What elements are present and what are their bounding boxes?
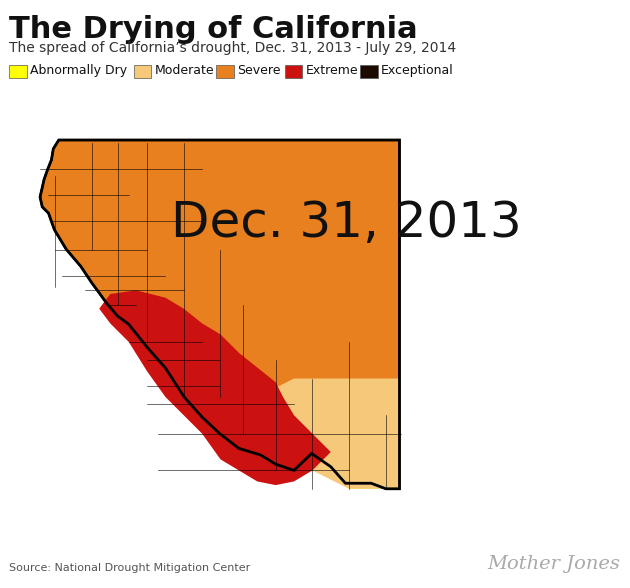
Text: The spread of California’s drought, Dec. 31, 2013 - July 29, 2014: The spread of California’s drought, Dec.…: [9, 41, 457, 55]
Text: Severe: Severe: [237, 64, 280, 77]
Text: Source: National Drought Mitigation Center: Source: National Drought Mitigation Cent…: [9, 563, 251, 573]
Polygon shape: [309, 415, 399, 489]
Text: Mother Jones: Mother Jones: [488, 555, 621, 573]
Polygon shape: [40, 140, 399, 489]
Polygon shape: [99, 290, 331, 485]
Text: Abnormally Dry: Abnormally Dry: [30, 64, 127, 77]
Polygon shape: [257, 379, 399, 489]
Text: The Drying of California: The Drying of California: [9, 15, 418, 44]
Text: Exceptional: Exceptional: [381, 64, 454, 77]
Text: Extreme: Extreme: [306, 64, 358, 77]
Text: Moderate: Moderate: [154, 64, 214, 77]
Text: Dec. 31, 2013: Dec. 31, 2013: [171, 199, 522, 248]
